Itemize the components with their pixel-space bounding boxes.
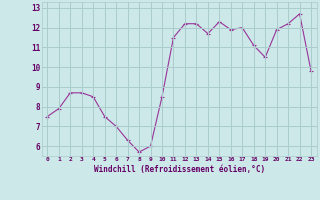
X-axis label: Windchill (Refroidissement éolien,°C): Windchill (Refroidissement éolien,°C) [94, 165, 265, 174]
